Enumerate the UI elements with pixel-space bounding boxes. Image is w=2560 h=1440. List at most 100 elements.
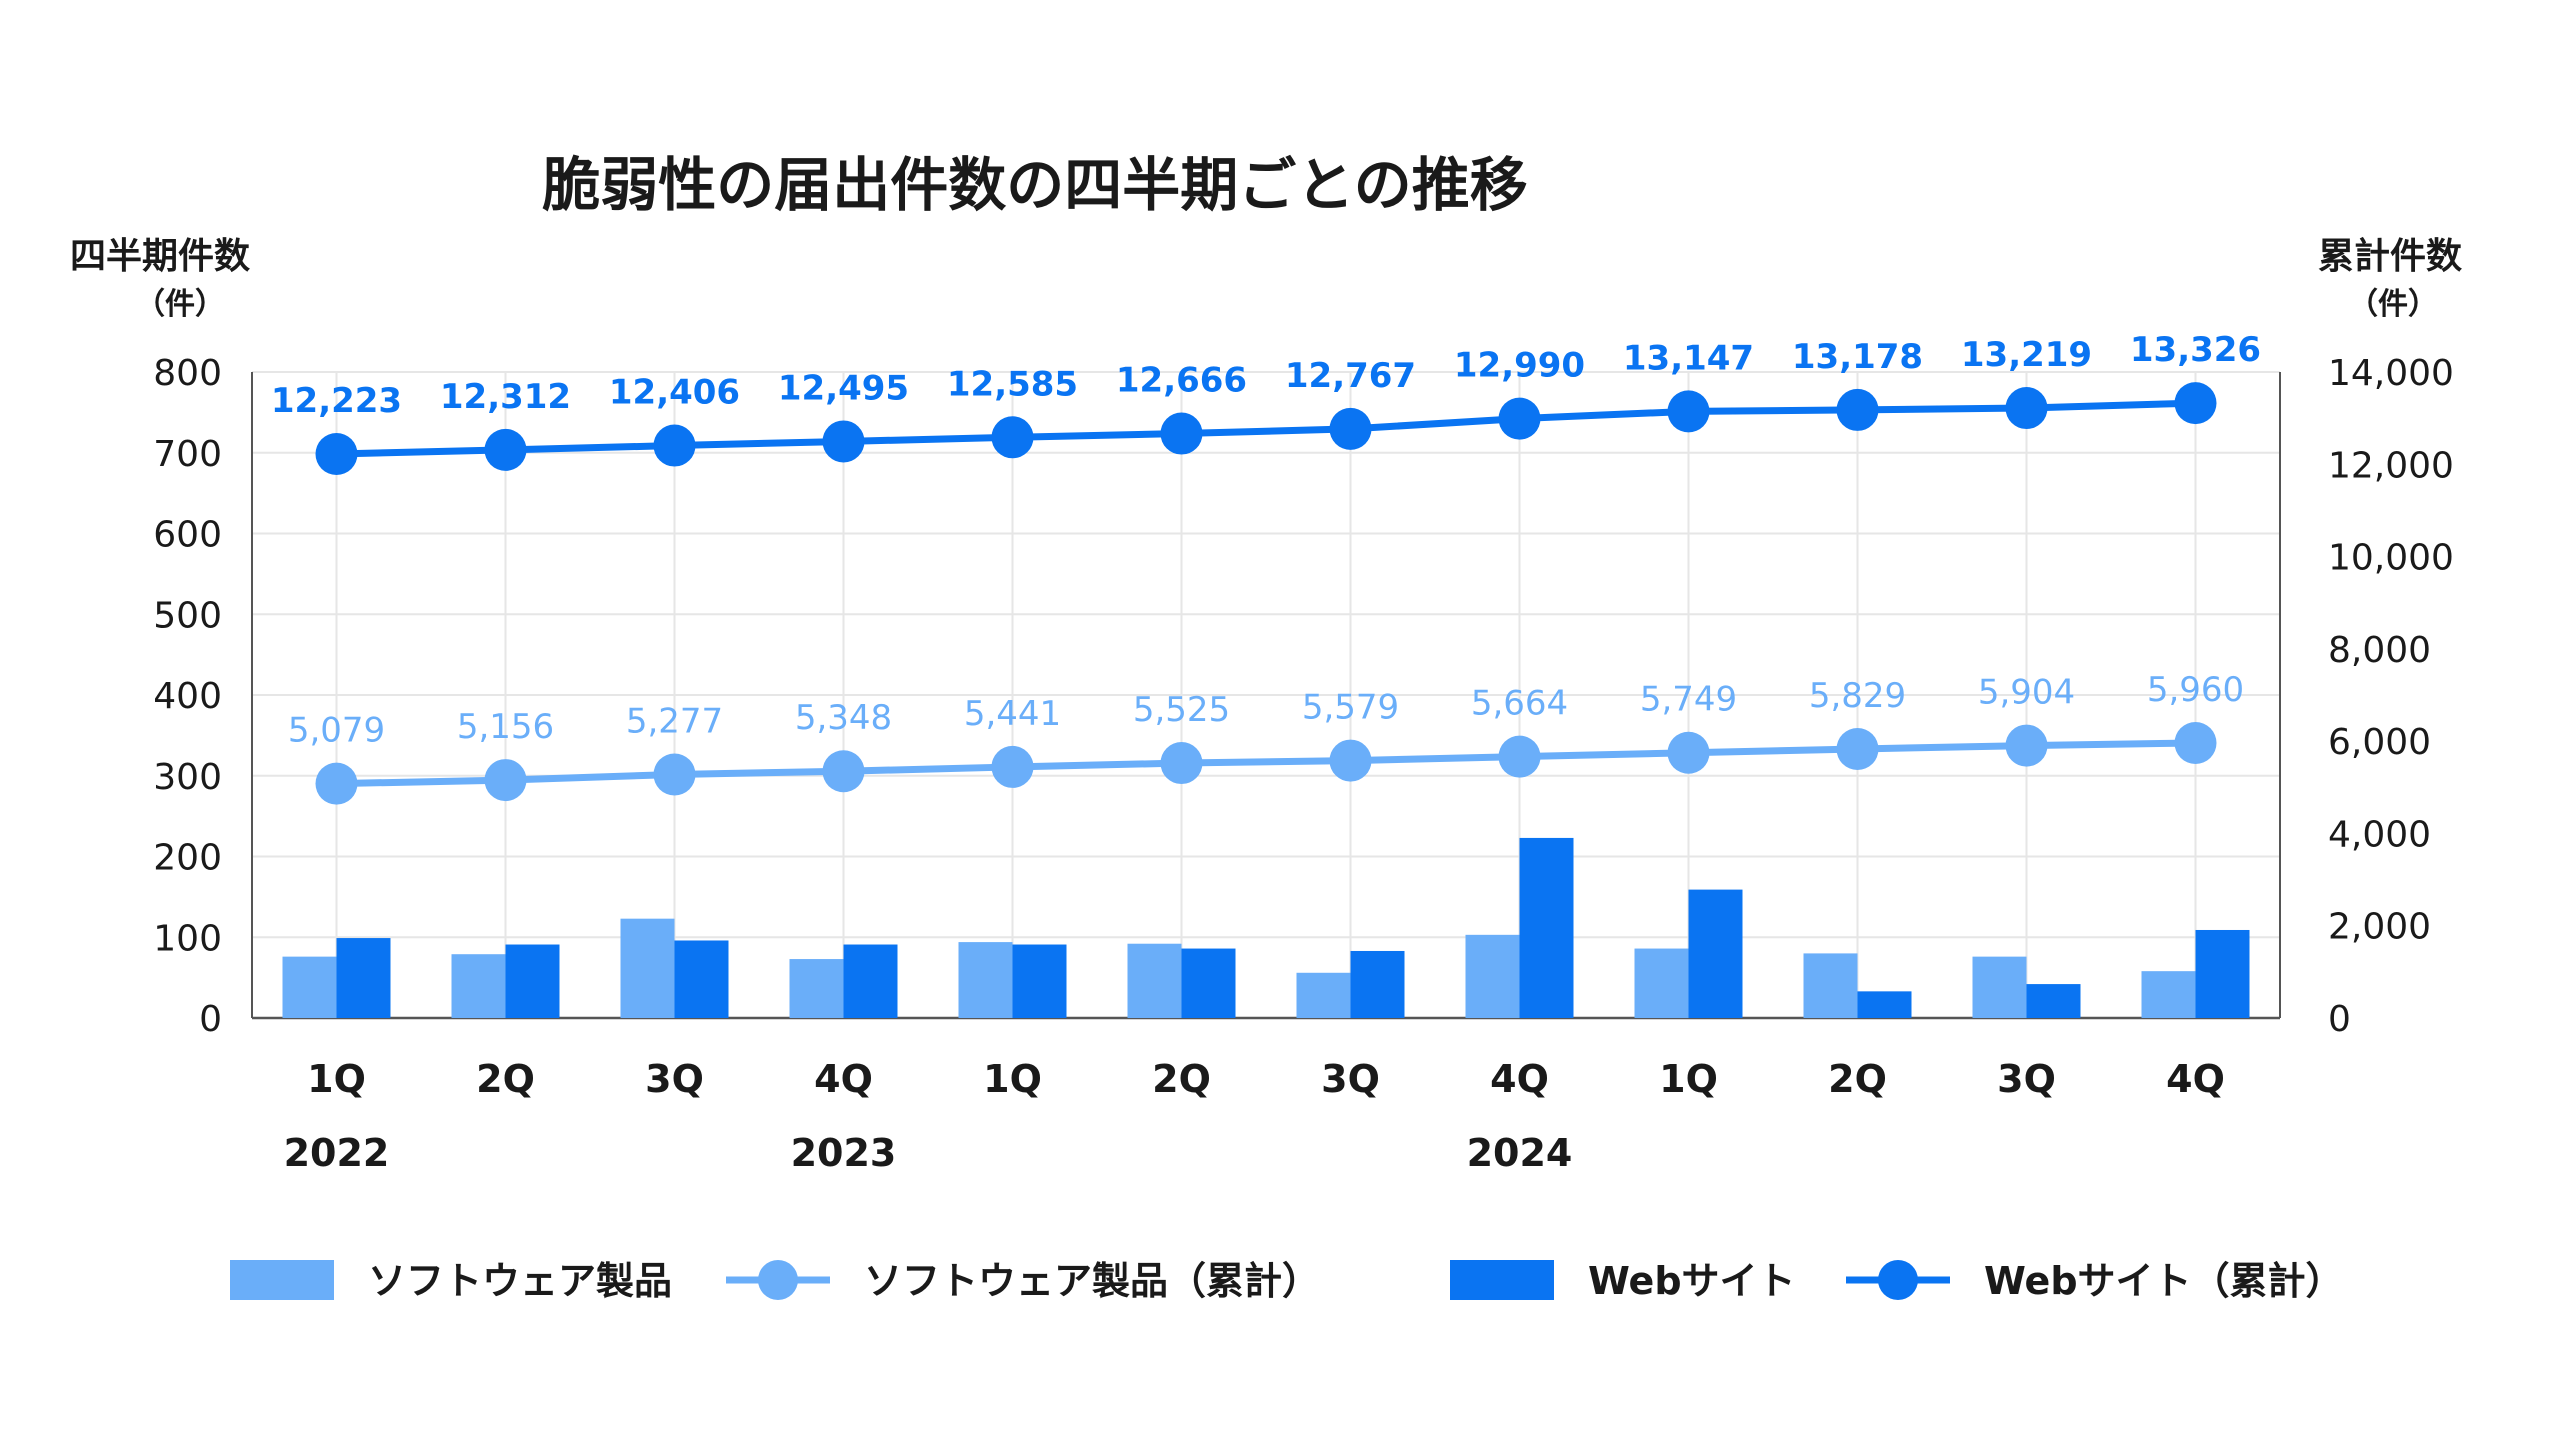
line-web-cumulative (336, 399, 2196, 458)
y-tick-label: 800 (153, 353, 222, 394)
bar-software (451, 954, 506, 1018)
x-tick-label: 3Q (645, 1057, 704, 1101)
y-tick-label: 500 (153, 595, 222, 636)
bar-web (1857, 991, 1912, 1018)
bar-web (1519, 837, 1574, 1018)
x-tick-label: 4Q (1490, 1057, 1549, 1101)
bar-software (2141, 971, 2196, 1018)
y-tick-label: 300 (153, 757, 222, 798)
legend-marker-web-cumulative (1878, 1260, 1918, 1300)
bar-software (1296, 972, 1351, 1018)
left-axis-unit: （件） (135, 287, 225, 322)
right-axis-unit: （件） (2348, 287, 2438, 322)
bar-web (674, 940, 729, 1018)
data-label: 5,441 (964, 694, 1061, 734)
gridlines (252, 371, 2280, 1018)
chart-title: 脆弱性の届出件数の四半期ごとの推移 (542, 151, 1527, 219)
y-tick-label: 0 (199, 999, 222, 1040)
data-label: 5,079 (288, 711, 385, 751)
x-tick-label: 1Q (1659, 1057, 1718, 1101)
bar-software (620, 918, 675, 1018)
data-label: 13,219 (1961, 335, 2092, 375)
legend-swatch-software (230, 1260, 334, 1300)
bar-web (843, 944, 898, 1018)
data-label: 12,666 (1116, 361, 1247, 401)
point-software-cumulative (1667, 731, 1710, 774)
tick-labels: 0 100 200 300 400 500 600 700 800 0 2,000 4,000 6,00… (153, 353, 2454, 1175)
year-label: 2022 (284, 1131, 390, 1175)
bar-software (789, 959, 844, 1018)
point-software-cumulative (2005, 724, 2048, 767)
point-web-cumulative (1667, 390, 1710, 433)
x-tick-label: 2Q (1828, 1057, 1887, 1101)
data-label: 12,767 (1285, 356, 1416, 396)
y-tick-label: 400 (153, 676, 222, 717)
data-label: 5,277 (626, 702, 723, 742)
point-software-cumulative (484, 759, 527, 802)
bar-software (1465, 934, 1520, 1018)
data-label: 12,223 (271, 381, 402, 421)
bar-web (1181, 948, 1236, 1018)
data-label: 5,829 (1809, 676, 1906, 716)
legend-marker-software-cumulative (758, 1260, 798, 1300)
y2-tick-label: 2,000 (2328, 907, 2431, 948)
data-label: 13,147 (1623, 338, 1754, 378)
x-tick-label: 1Q (307, 1057, 366, 1101)
bar-software (1634, 948, 1689, 1018)
point-software-cumulative (1836, 728, 1879, 771)
legend-swatch-web (1450, 1260, 1554, 1300)
x-tick-label: 2Q (476, 1057, 535, 1101)
data-label: 13,326 (2130, 330, 2261, 370)
bar-web (1350, 950, 1405, 1018)
x-tick-label: 1Q (983, 1057, 1042, 1101)
right-axis-title: 累計件数 (2318, 236, 2462, 277)
x-tick-label: 4Q (2166, 1057, 2225, 1101)
point-web-cumulative (1836, 388, 1879, 431)
data-label: 12,312 (440, 377, 571, 417)
year-label: 2024 (1467, 1131, 1573, 1175)
bar-software (958, 942, 1013, 1018)
y-tick-label: 200 (153, 838, 222, 879)
bar-web (2026, 984, 2081, 1018)
legend: ソフトウェア製品 ソフトウェア製品（累計） Webサイト Webサイト（累計） (230, 1259, 2344, 1303)
bar-web (336, 938, 391, 1018)
data-label: 12,406 (609, 373, 740, 413)
bar-web (1012, 944, 1067, 1018)
data-label: 5,579 (1302, 688, 1399, 728)
data-label: 5,749 (1640, 680, 1737, 720)
y2-tick-label: 12,000 (2328, 445, 2454, 486)
y2-tick-label: 14,000 (2328, 353, 2454, 394)
axes (251, 372, 2281, 1020)
point-web-cumulative (991, 416, 1034, 459)
y2-tick-label: 0 (2328, 999, 2351, 1040)
data-label: 5,348 (795, 698, 892, 738)
year-label: 2023 (791, 1131, 897, 1175)
legend-label-software-cumulative: ソフトウェア製品（累計） (864, 1259, 1320, 1303)
point-software-cumulative (1498, 735, 1541, 778)
bar-web (2195, 929, 2250, 1018)
y2-tick-label: 4,000 (2328, 814, 2431, 855)
line-software-cumulative (336, 739, 2196, 788)
legend-label-software: ソフトウェア製品 (368, 1259, 672, 1303)
data-label: 12,990 (1454, 346, 1585, 386)
data-label: 5,904 (1978, 673, 2075, 713)
data-label: 5,664 (1471, 684, 1568, 724)
point-web-cumulative (2005, 387, 2048, 430)
point-software-cumulative (653, 753, 696, 796)
bar-software (1127, 943, 1182, 1018)
bars (282, 837, 2250, 1018)
lines (315, 382, 2217, 805)
point-web-cumulative (822, 420, 865, 463)
point-web-cumulative (1329, 407, 1372, 450)
y-tick-label: 600 (153, 515, 222, 556)
point-software-cumulative (1329, 739, 1372, 782)
left-axis-title: 四半期件数 (70, 236, 250, 277)
point-software-cumulative (1160, 742, 1203, 785)
point-web-cumulative (484, 428, 527, 471)
point-software-cumulative (991, 745, 1034, 788)
point-software-cumulative (315, 762, 358, 805)
point-web-cumulative (315, 432, 358, 475)
bar-software (282, 956, 337, 1018)
y2-tick-label: 8,000 (2328, 630, 2431, 671)
